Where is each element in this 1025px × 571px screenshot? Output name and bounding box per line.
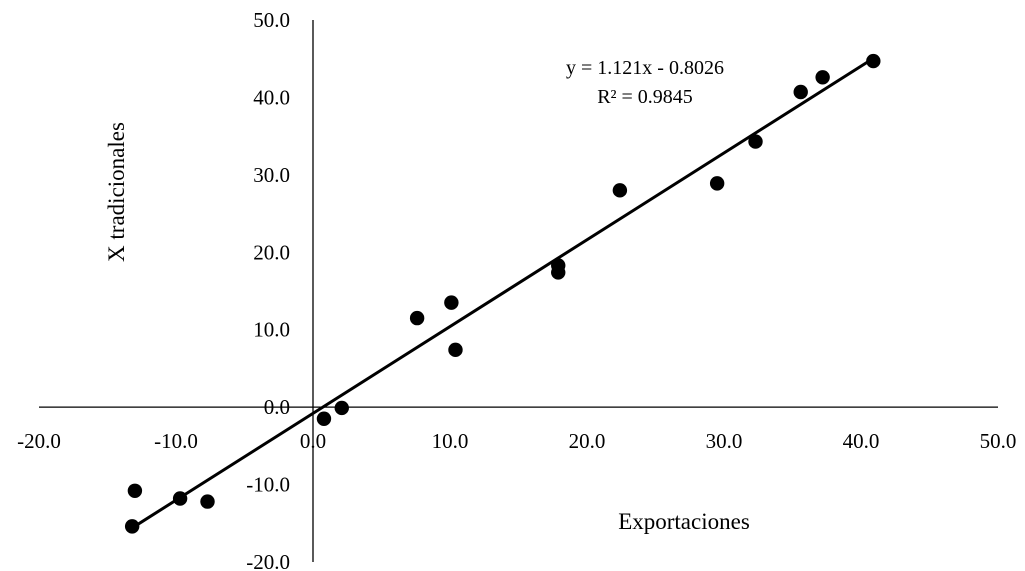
y-tick-label: -10.0 [246, 473, 290, 497]
data-point [444, 295, 459, 310]
y-tick-label: 0.0 [264, 395, 290, 419]
data-point [709, 176, 725, 191]
y-tick-label: 10.0 [253, 318, 290, 342]
data-point [815, 70, 830, 85]
y-tick-label: 20.0 [253, 240, 290, 264]
data-point [866, 53, 881, 69]
data-points [124, 53, 881, 534]
data-point [748, 134, 763, 149]
x-tick-label: 40.0 [843, 429, 880, 453]
data-point [409, 310, 425, 326]
data-point [127, 483, 143, 498]
x-tick-label: 50.0 [980, 429, 1017, 453]
y-axis-title: X tradicionales [104, 122, 129, 262]
x-tick-label: -20.0 [17, 429, 61, 453]
data-point [448, 342, 463, 358]
y-tick-label: -20.0 [246, 550, 290, 571]
x-tick-label: -10.0 [154, 429, 198, 453]
x-tick-label: 30.0 [706, 429, 743, 453]
x-tick-label: 20.0 [569, 429, 606, 453]
y-tick-labels: 50.0 40.0 30.0 20.0 10.0 0.0 -10.0 -20.0 [246, 8, 290, 571]
data-point [334, 400, 349, 416]
x-tick-label: 10.0 [432, 429, 469, 453]
y-tick-label: 40.0 [253, 85, 290, 109]
x-axis-title: Exportaciones [618, 509, 750, 534]
trendline [130, 56, 875, 530]
data-point [612, 183, 628, 198]
data-point [316, 411, 332, 426]
data-point [124, 519, 140, 534]
axes [39, 20, 998, 562]
x-tick-label: 0.0 [300, 429, 326, 453]
data-point [200, 494, 215, 509]
data-point [551, 265, 566, 280]
y-tick-label: 50.0 [253, 8, 290, 32]
data-point [172, 491, 188, 506]
y-tick-label: 30.0 [253, 163, 290, 187]
x-tick-labels: -20.0 -10.0 0.0 10.0 20.0 30.0 40.0 50.0 [17, 429, 1016, 453]
equation-label: y = 1.121x - 0.8026 [566, 57, 724, 79]
r-squared-label: R² = 0.9845 [597, 86, 693, 108]
data-point [793, 84, 808, 100]
